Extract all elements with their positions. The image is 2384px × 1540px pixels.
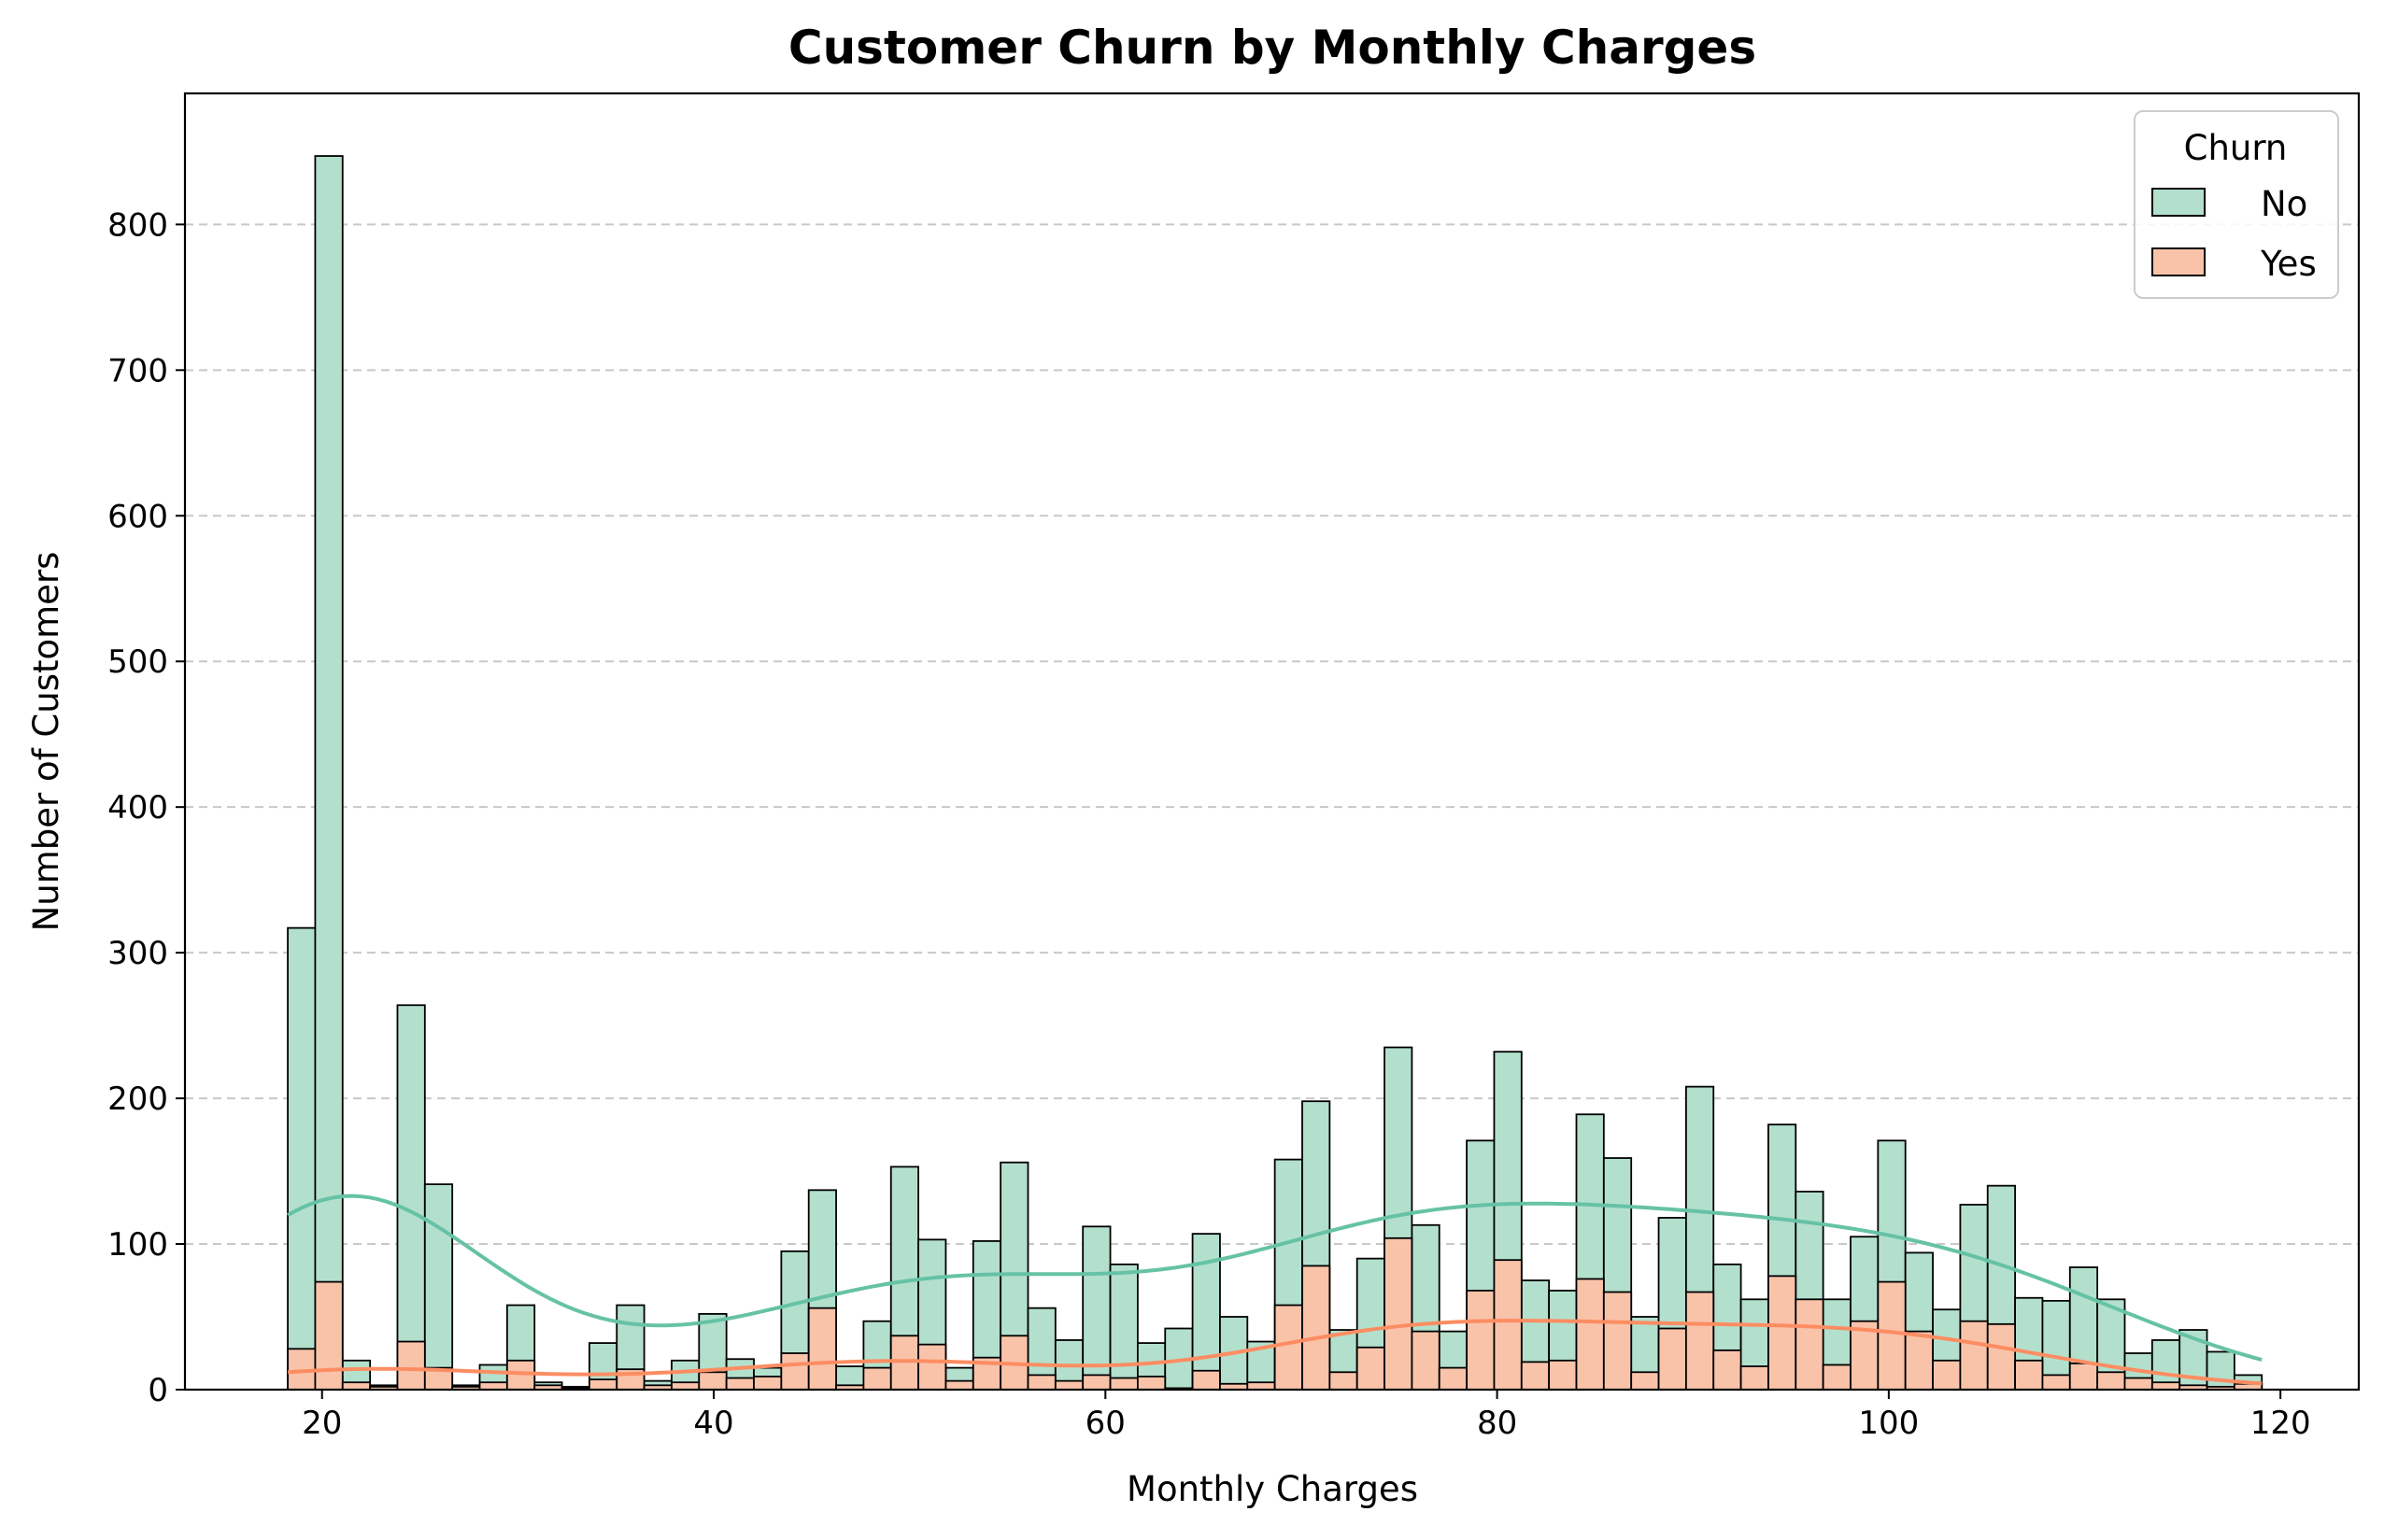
bar-yes bbox=[2123, 1377, 2153, 1391]
bar-yes bbox=[1548, 1359, 1578, 1391]
bar-yes bbox=[1054, 1379, 1085, 1391]
bar-no bbox=[314, 155, 344, 1391]
bar-yes bbox=[1027, 1374, 1057, 1391]
bar-yes bbox=[1932, 1359, 1962, 1391]
bar-no bbox=[396, 1004, 426, 1391]
kde-line-no bbox=[287, 1194, 2263, 1363]
bar-yes bbox=[1657, 1327, 1687, 1391]
bar-yes bbox=[1822, 1363, 1852, 1391]
bars bbox=[287, 155, 2263, 1391]
x-tick-label: 80 bbox=[1477, 1405, 1517, 1442]
bar-yes bbox=[1191, 1369, 1221, 1391]
bar-yes bbox=[1986, 1322, 2016, 1391]
bar-yes bbox=[671, 1381, 701, 1391]
bar-yes bbox=[1684, 1291, 1715, 1391]
y-tick-label: 500 bbox=[107, 643, 168, 681]
bar-yes bbox=[589, 1378, 618, 1391]
bar-yes bbox=[1136, 1376, 1167, 1391]
y-tick-label: 800 bbox=[107, 206, 168, 244]
bar-yes bbox=[2150, 1381, 2181, 1391]
kde-curves bbox=[287, 1194, 2263, 1386]
legend-swatch-no bbox=[2151, 188, 2206, 217]
bar-yes bbox=[2041, 1374, 2071, 1391]
bar-yes bbox=[341, 1381, 372, 1391]
x-tick-label: 60 bbox=[1086, 1405, 1126, 1442]
bar-yes bbox=[1630, 1371, 1660, 1391]
bar-yes bbox=[1904, 1330, 1934, 1391]
chart-title: Customer Churn by Monthly Charges bbox=[788, 21, 1756, 75]
legend-title: Churn bbox=[2184, 128, 2288, 168]
bar-yes bbox=[1109, 1377, 1139, 1391]
kde-line-yes bbox=[287, 1319, 2263, 1386]
bar-yes bbox=[1384, 1236, 1413, 1391]
bar-yes bbox=[1355, 1346, 1385, 1391]
x-tick-label: 20 bbox=[302, 1405, 342, 1442]
bar-yes bbox=[1712, 1349, 1742, 1391]
y-tick-label: 400 bbox=[107, 789, 168, 827]
y-tick-label: 600 bbox=[107, 498, 168, 535]
bar-no bbox=[1109, 1263, 1139, 1391]
bar-yes bbox=[862, 1366, 892, 1391]
y-tick-label: 0 bbox=[148, 1372, 168, 1409]
x-tick-label: 120 bbox=[2250, 1405, 2311, 1442]
bar-yes bbox=[1328, 1371, 1358, 1391]
legend: Churn No Yes bbox=[2134, 110, 2339, 299]
plot-frame bbox=[183, 92, 2361, 1392]
bar-yes bbox=[1575, 1278, 1605, 1391]
y-tick-label: 200 bbox=[107, 1081, 168, 1118]
legend-swatch-yes bbox=[2151, 247, 2206, 276]
bar-no bbox=[1191, 1233, 1221, 1391]
axis-ticks: 0 100 200 300 400 500 600 700 800 20 40 60 80 100 120 bbox=[107, 206, 2311, 1442]
bar-yes bbox=[1082, 1374, 1112, 1391]
y-tick-label: 100 bbox=[107, 1226, 168, 1264]
bar-yes bbox=[478, 1381, 508, 1391]
bar-yes bbox=[2014, 1359, 2044, 1391]
bar-yes bbox=[1767, 1275, 1797, 1391]
bar-yes bbox=[396, 1340, 426, 1391]
bar-no bbox=[2206, 1350, 2235, 1391]
bar-yes bbox=[780, 1352, 810, 1391]
bar-yes bbox=[2068, 1363, 2099, 1391]
bar-yes bbox=[1877, 1280, 1907, 1391]
bar-yes bbox=[1959, 1320, 1989, 1391]
bar-yes bbox=[1438, 1366, 1468, 1391]
bar-yes bbox=[1520, 1361, 1551, 1391]
bar-yes bbox=[753, 1376, 783, 1391]
legend-label-no: No bbox=[2261, 184, 2307, 224]
gridlines bbox=[185, 223, 2359, 1246]
bar-yes bbox=[1411, 1330, 1440, 1391]
bar-no bbox=[423, 1183, 454, 1391]
bar-yes bbox=[1795, 1298, 1824, 1391]
x-tick-label: 100 bbox=[1858, 1405, 1919, 1442]
y-axis-label: Number of Customers bbox=[26, 552, 66, 932]
legend-label-yes: Yes bbox=[2260, 244, 2317, 284]
bar-no bbox=[287, 926, 317, 1391]
bar-no bbox=[1082, 1225, 1112, 1391]
bar-yes bbox=[698, 1371, 728, 1391]
y-tick-label: 300 bbox=[107, 935, 168, 972]
bar-yes bbox=[725, 1377, 755, 1391]
x-tick-label: 40 bbox=[693, 1405, 733, 1442]
y-tick-label: 700 bbox=[107, 352, 168, 389]
bar-yes bbox=[1466, 1290, 1496, 1391]
bar-yes bbox=[1273, 1304, 1303, 1391]
bar-yes bbox=[1739, 1365, 1769, 1391]
bar-yes bbox=[1301, 1264, 1331, 1391]
bar-yes bbox=[807, 1307, 837, 1391]
bar-yes bbox=[1246, 1381, 1276, 1391]
bar-yes bbox=[917, 1343, 947, 1391]
bar-yes bbox=[314, 1280, 344, 1391]
bar-yes bbox=[2096, 1371, 2126, 1391]
bar-yes bbox=[1602, 1291, 1633, 1391]
x-axis-label: Monthly Charges bbox=[1127, 1469, 1418, 1509]
bar-yes bbox=[944, 1379, 974, 1391]
bar-yes bbox=[1493, 1259, 1523, 1391]
